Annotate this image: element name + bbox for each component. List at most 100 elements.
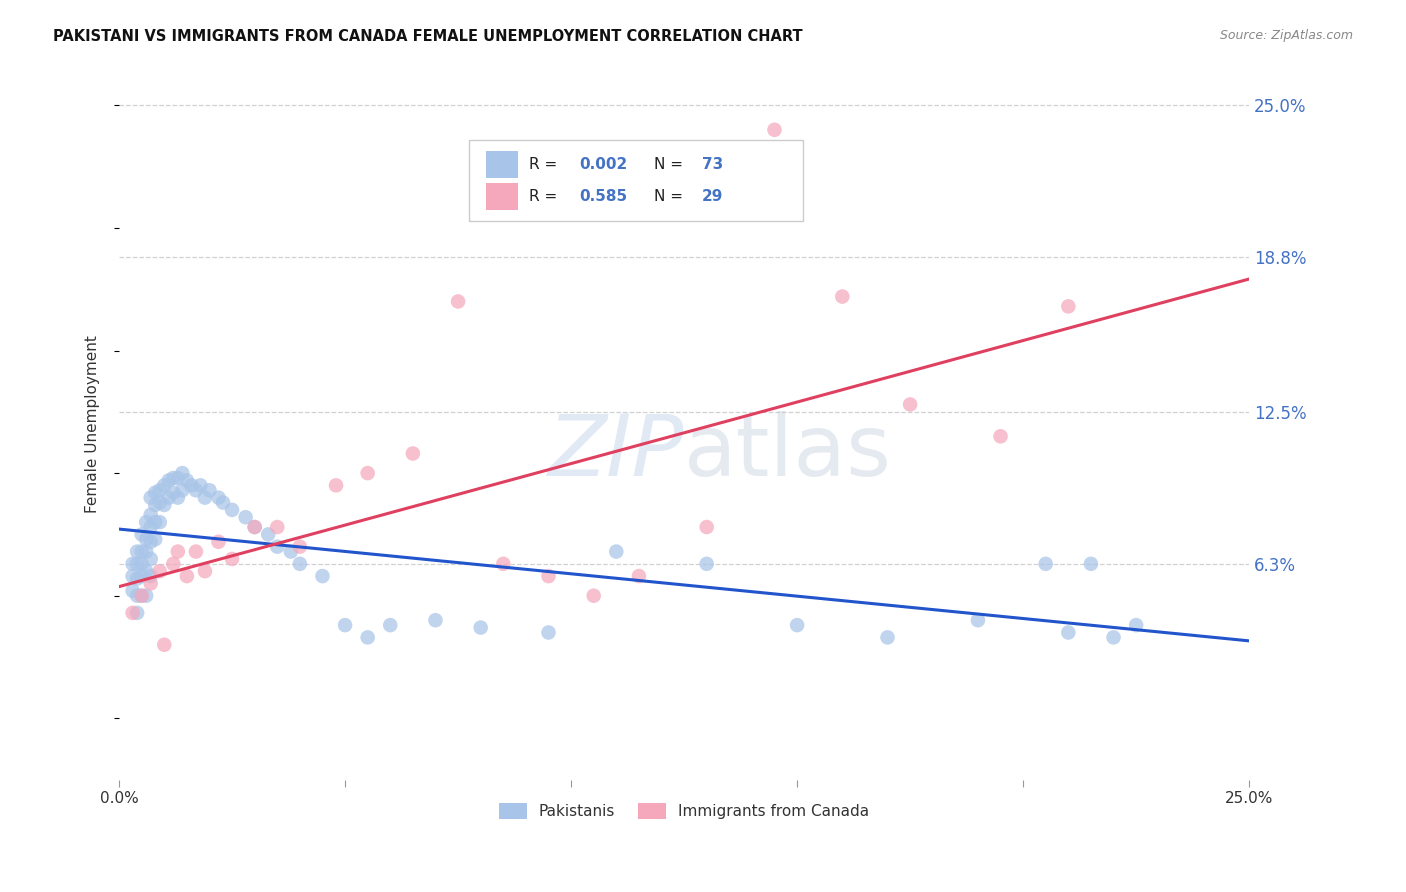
Point	[425, 613, 447, 627]
Point	[537, 625, 560, 640]
Point	[139, 491, 162, 505]
Point	[1125, 618, 1147, 632]
Point	[127, 589, 149, 603]
Point	[235, 510, 257, 524]
Point	[149, 483, 172, 498]
Point	[139, 520, 162, 534]
Point	[135, 515, 157, 529]
Point	[380, 618, 402, 632]
Point	[131, 527, 153, 541]
Point	[990, 429, 1012, 443]
FancyBboxPatch shape	[486, 183, 517, 210]
Point	[194, 491, 217, 505]
Point	[194, 564, 217, 578]
Legend: Pakistanis, Immigrants from Canada: Pakistanis, Immigrants from Canada	[494, 797, 875, 825]
Y-axis label: Female Unemployment: Female Unemployment	[86, 335, 100, 513]
Text: 0.002: 0.002	[579, 157, 627, 172]
Point	[357, 631, 380, 645]
Point	[131, 569, 153, 583]
Point	[139, 552, 162, 566]
Point	[212, 495, 235, 509]
Point	[157, 474, 180, 488]
Point	[162, 557, 184, 571]
Point	[121, 557, 143, 571]
Text: 29: 29	[702, 189, 724, 204]
Point	[402, 446, 425, 460]
Point	[131, 544, 153, 558]
Point	[831, 289, 853, 303]
FancyBboxPatch shape	[470, 140, 803, 221]
Point	[149, 515, 172, 529]
Point	[1057, 625, 1080, 640]
Point	[184, 483, 207, 498]
Point	[135, 533, 157, 547]
Point	[266, 520, 288, 534]
Point	[172, 483, 194, 498]
Point	[139, 534, 162, 549]
Point	[153, 478, 176, 492]
Point	[311, 569, 333, 583]
Point	[470, 621, 492, 635]
Point	[288, 557, 311, 571]
Point	[763, 123, 786, 137]
Point	[131, 557, 153, 571]
Point	[127, 557, 149, 571]
Text: R =: R =	[529, 189, 562, 204]
Point	[492, 557, 515, 571]
Point	[257, 527, 280, 541]
Point	[221, 552, 243, 566]
Point	[333, 618, 356, 632]
Text: atlas: atlas	[685, 411, 891, 494]
Point	[176, 569, 198, 583]
Point	[127, 606, 149, 620]
Point	[696, 557, 718, 571]
Point	[582, 589, 605, 603]
Text: ZIP: ZIP	[548, 411, 685, 494]
Text: 0.585: 0.585	[579, 189, 627, 204]
Point	[184, 544, 207, 558]
Point	[153, 498, 176, 512]
Point	[537, 569, 560, 583]
Point	[121, 606, 143, 620]
Point	[243, 520, 266, 534]
Point	[221, 503, 243, 517]
Point	[139, 569, 162, 583]
Point	[190, 478, 212, 492]
Point	[280, 544, 302, 558]
Point	[325, 478, 347, 492]
Point	[149, 564, 172, 578]
Point	[149, 495, 172, 509]
Point	[143, 515, 166, 529]
Point	[1035, 557, 1057, 571]
Point	[1080, 557, 1102, 571]
Point	[207, 534, 229, 549]
Point	[266, 540, 288, 554]
Point	[153, 638, 176, 652]
Point	[1057, 299, 1080, 313]
Point	[786, 618, 808, 632]
Point	[127, 544, 149, 558]
Point	[172, 466, 194, 480]
Text: 73: 73	[702, 157, 724, 172]
Point	[180, 478, 202, 492]
Text: PAKISTANI VS IMMIGRANTS FROM CANADA FEMALE UNEMPLOYMENT CORRELATION CHART: PAKISTANI VS IMMIGRANTS FROM CANADA FEMA…	[53, 29, 803, 44]
Point	[127, 572, 149, 586]
Point	[139, 508, 162, 522]
Point	[176, 474, 198, 488]
Point	[121, 569, 143, 583]
Point	[967, 613, 990, 627]
Point	[198, 483, 221, 498]
Point	[166, 544, 188, 558]
Point	[166, 471, 188, 485]
Text: N =: N =	[654, 189, 688, 204]
Point	[1102, 631, 1125, 645]
Text: Source: ZipAtlas.com: Source: ZipAtlas.com	[1219, 29, 1353, 42]
Point	[131, 589, 153, 603]
Point	[166, 491, 188, 505]
Point	[605, 544, 627, 558]
Point	[898, 397, 921, 411]
Point	[135, 589, 157, 603]
Point	[357, 466, 380, 480]
Point	[696, 520, 718, 534]
Point	[288, 540, 311, 554]
